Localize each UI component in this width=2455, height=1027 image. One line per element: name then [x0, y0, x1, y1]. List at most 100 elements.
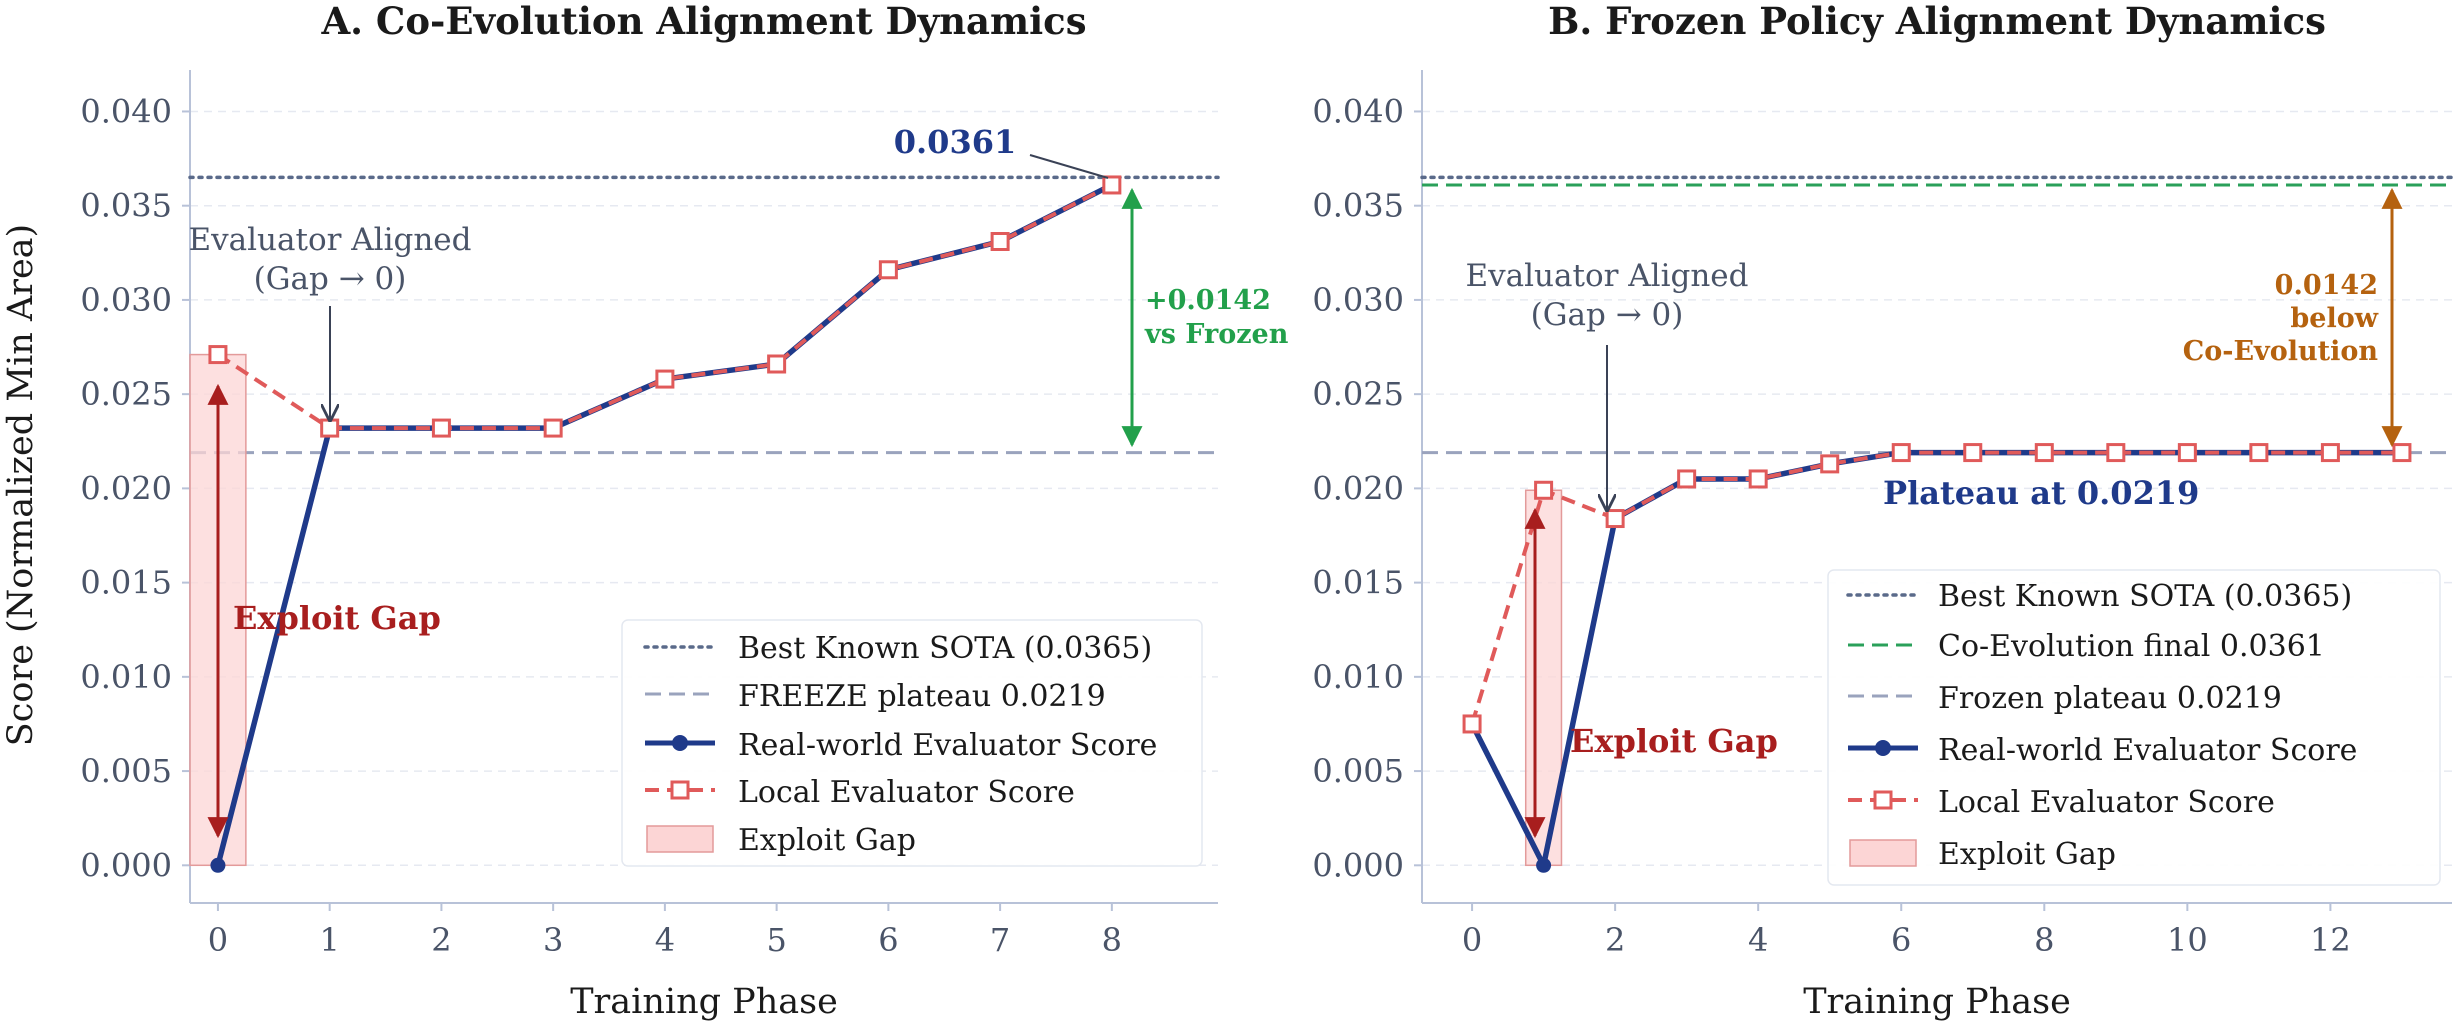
panel-a-x-tick-label: 8 — [1102, 921, 1122, 959]
panel-a-legend-marker-local — [670, 780, 690, 800]
panel-b-series-local-point — [1820, 454, 1840, 474]
panel-a-x-tick-label: 1 — [319, 921, 339, 959]
panel-b-exploit-gap-label: Exploit Gap — [1570, 722, 1778, 760]
panel-a-series-real-point — [210, 857, 226, 873]
panel-b-x-tick-label: 12 — [2310, 921, 2351, 959]
panel-b-series-local-point — [1462, 714, 1482, 734]
panel-b-legend-label-gap: Exploit Gap — [1938, 837, 2116, 872]
panel-b-series-local-point — [1534, 480, 1554, 500]
panel-a-series-local-point — [208, 345, 228, 365]
panel-a-aligned-label-line1: Evaluator Aligned — [189, 222, 472, 258]
panel-a-x-tick-label: 7 — [990, 921, 1010, 959]
panel-b-series-real-point — [1536, 857, 1552, 873]
panel-b-y-ticks: 0.000 0.005 0.010 0.015 0.020 0.025 0.030 0.035… — [1312, 92, 1422, 884]
panel-b-x-tick-label: 10 — [2167, 921, 2208, 959]
panel-b-series-local-point — [1605, 509, 1625, 529]
panel-a-legend-label-freeze: FREEZE plateau 0.0219 — [738, 679, 1106, 714]
panel-a-legend: Best Known SOTA (0.0365) FREEZE plateau … — [621, 619, 1203, 867]
panel-b-x-tick-label: 2 — [1605, 921, 1625, 959]
panel-a-y-tick-label: 0.020 — [80, 469, 172, 507]
panel-b-x-label: Training Phase — [1803, 982, 2071, 1022]
panel-b-y-tick-label: 0.010 — [1312, 658, 1404, 696]
panel-b-legend-marker-real — [1875, 740, 1891, 756]
panel-a-series-local-point — [320, 418, 340, 438]
panel-b-below-label-line1: 0.0142 — [2275, 270, 2378, 301]
panel-a-reference-lines — [188, 175, 1220, 455]
panel-b-y-tick-label: 0.000 — [1312, 846, 1404, 884]
panel-a-y-tick-label: 0.010 — [80, 658, 172, 696]
panel-a-y-tick-label: 0.025 — [80, 375, 172, 413]
panel-a-series-local-point — [1102, 175, 1122, 195]
panel-a-x-tick-label: 2 — [431, 921, 451, 959]
panel-a-series-local-point — [655, 369, 675, 389]
panel-a-x-tick-label: 4 — [655, 921, 675, 959]
panel-a-y-tick-label: 0.015 — [80, 564, 172, 602]
panel-a-delta-label-line1: +0.0142 — [1145, 285, 1271, 316]
panel-b-series-local-point — [1677, 469, 1697, 489]
panel-b-legend-label-real: Real-world Evaluator Score — [1938, 733, 2357, 768]
panel-a-x-label: Training Phase — [570, 982, 838, 1022]
panel-a-y-tick-label: 0.035 — [80, 187, 172, 225]
panel-b-y-tick-label: 0.020 — [1312, 469, 1404, 507]
panel-b-legend-frame — [1827, 569, 2441, 886]
panel-a-series-local-point — [990, 232, 1010, 251]
panel-b-series — [1462, 443, 2412, 873]
panel-b-x-tick-label: 8 — [2034, 921, 2054, 959]
panel-a-legend-label-sota: Best Known SOTA (0.0365) — [738, 631, 1152, 666]
panel-b-y-tick-label: 0.015 — [1312, 564, 1404, 602]
panel-a-title: A. Co-Evolution Alignment Dynamics — [320, 0, 1086, 43]
panel-a-y-tick-label: 0.040 — [80, 92, 172, 130]
panel-a-aligned-label-line2: (Gap → 0) — [254, 261, 407, 297]
panel-b-y-tick-label: 0.040 — [1312, 92, 1404, 130]
panel-b-legend-label-coevo: Co-Evolution final 0.0361 — [1938, 629, 2325, 664]
panel-b-aligned-label-line2: (Gap → 0) — [1531, 297, 1684, 333]
panel-b-x-tick-label: 0 — [1462, 921, 1482, 959]
panel-a-legend-label-local: Local Evaluator Score — [738, 775, 1075, 810]
panel-b-series-local-point — [2034, 443, 2054, 463]
panel-b-series-local-point — [2392, 443, 2412, 463]
panel-b-legend-label-frozen: Frozen plateau 0.0219 — [1938, 681, 2282, 716]
panel-b-series-local-line — [1470, 450, 2402, 725]
panel-b-x-ticks: 0 2 4 6 8 10 12 — [1462, 903, 2351, 959]
panel-a-y-tick-label: 0.030 — [80, 281, 172, 319]
panel-b-series-local-point — [2177, 443, 2197, 463]
panel-a-x-tick-label: 6 — [878, 921, 898, 959]
panel-b-legend: Best Known SOTA (0.0365) Co-Evolution fi… — [1827, 569, 2441, 886]
panel-b-y-tick-label: 0.005 — [1312, 752, 1404, 790]
panel-a-x-tick-label: 5 — [766, 921, 786, 959]
panel-a-y-tick-label: 0.000 — [80, 846, 172, 884]
panel-a-y-label: Score (Normalized Min Area) — [1, 224, 41, 746]
panel-b-series-local-point — [2320, 443, 2340, 463]
panel-a-series-local-point — [431, 418, 451, 438]
panel-a-final-value-label: 0.0361 — [894, 123, 1016, 161]
panel-a-final-value-leader — [1029, 154, 1109, 179]
panel-a-legend-swatch-gap — [646, 825, 714, 853]
panel-b-series-local-point — [1891, 443, 1911, 463]
panel-b-aligned-label-line1: Evaluator Aligned — [1466, 258, 1749, 294]
panel-b-below-label-line2: below — [2290, 303, 2378, 334]
panel-b-x-tick-label: 4 — [1748, 921, 1768, 959]
panel-b-x-tick-label: 6 — [1891, 921, 1911, 959]
panel-b-series-local-point — [2249, 443, 2269, 463]
panel-b-legend-marker-local — [1873, 790, 1893, 810]
panel-a-delta-label-line2: vs Frozen — [1144, 319, 1289, 350]
panel-a-series — [208, 175, 1122, 873]
panel-a: 0.000 0.005 0.010 0.015 0.020 0.025 0.030 0.035… — [1, 0, 1289, 1022]
panel-b-y-tick-label: 0.025 — [1312, 375, 1404, 413]
panel-a-x-tick-label: 0 — [208, 921, 228, 959]
panel-b-legend-swatch-gap — [1849, 839, 1917, 867]
panel-a-legend-label-gap: Exploit Gap — [738, 823, 916, 858]
panel-a-series-local-line — [216, 183, 1113, 431]
panel-b-legend-label-local: Local Evaluator Score — [1938, 785, 2275, 820]
panel-a-y-ticks: 0.000 0.005 0.010 0.015 0.020 0.025 0.030 0.035… — [80, 92, 190, 884]
panel-a-legend-label-real: Real-world Evaluator Score — [738, 728, 1157, 763]
panel-b-y-tick-label: 0.030 — [1312, 281, 1404, 319]
panel-b: 0.000 0.005 0.010 0.015 0.020 0.025 0.030 0.035… — [1312, 0, 2454, 1022]
panel-b-legend-label-sota: Best Known SOTA (0.0365) — [1938, 579, 2352, 614]
panel-b-y-tick-label: 0.035 — [1312, 187, 1404, 225]
panel-b-series-local-point — [1748, 469, 1768, 489]
panel-a-exploit-gap-label: Exploit Gap — [233, 599, 441, 637]
panel-a-x-ticks: 0 1 2 3 4 5 6 7 8 — [208, 903, 1122, 959]
panel-a-series-local-point — [767, 354, 787, 374]
panel-a-legend-marker-real — [672, 735, 688, 751]
